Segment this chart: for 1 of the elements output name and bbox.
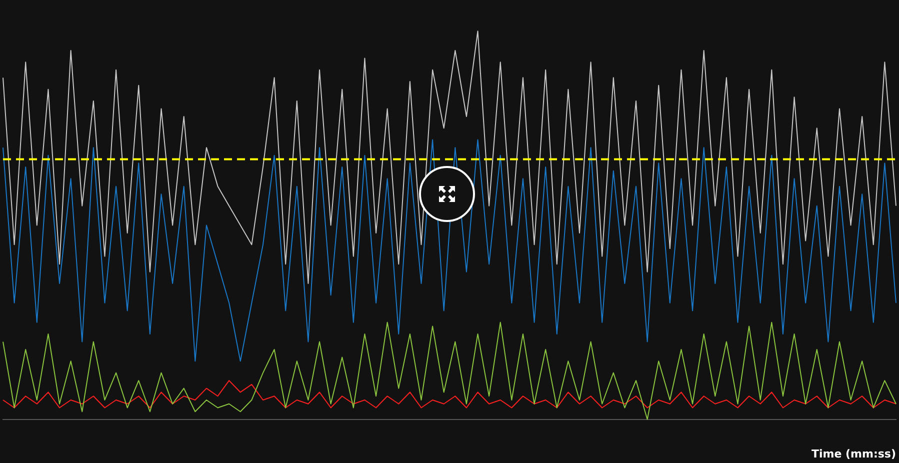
- x-axis-title: Time (mm:ss): [812, 447, 896, 460]
